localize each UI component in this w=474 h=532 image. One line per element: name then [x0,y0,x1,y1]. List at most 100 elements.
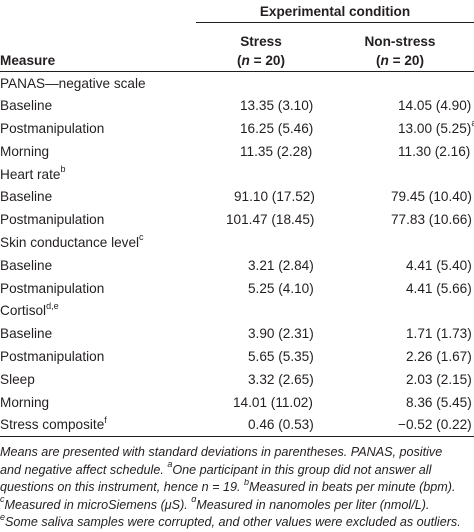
table-row: Stress compositef 0.46 (0.53) −0.52 (0.2… [0,413,474,437]
descriptive-statistics-table: Experimental condition Stress Non-stress… [0,0,474,437]
row-label: Postmanipulation [0,120,105,136]
row-label: Baseline [0,98,53,114]
row-label: Morning [0,394,50,410]
row-label-cell: Stress compositef [0,413,196,437]
table-notes: Means are presented with standard deviat… [0,444,474,532]
note-line: Means are presented with standard deviat… [0,445,443,459]
note-text: Measured in nanomoles per liter (nmol/L)… [196,497,430,512]
n-value: = 20) [388,52,424,68]
n-symbol: n [380,52,389,68]
nonstress-value: 79.45 (10.40) [391,189,472,205]
footnote-marker: b [60,164,66,175]
group-label-text: Skin conductance level [0,234,140,250]
group-row-panas: PANAS—negative scale [0,72,474,95]
row-label: Baseline [0,326,53,342]
footnote-marker: c [139,232,144,243]
nonstress-value: 1.71 (1.73) [406,326,472,342]
group-label-cortisol: Cortisold,e [0,299,196,322]
footnote-marker: c [0,496,5,505]
footnote-marker: d [191,496,197,505]
measure-column-heading: Measure [0,49,196,72]
note-line: questions on this instrument, hence n = … [0,479,474,497]
stress-value: 0.46 (0.53) [196,413,326,437]
footnote-marker: a [167,461,173,470]
row-label: Postmanipulation [0,280,105,296]
row-label: Postmanipulation [0,212,105,228]
paren-open: ( [237,52,242,68]
footnote-marker: f [104,414,107,425]
note-line: and negative affect schedule. aOne parti… [0,462,474,480]
row-label: Stress composite [0,417,105,433]
table-row: Sleep 3.32 (2.65) 2.03 (2.15) [0,368,474,391]
note-line: eSome saliva samples were corrupted, and… [0,514,474,532]
table-row: Baseline 3.21 (2.84) 4.41 (5.40) [0,254,474,277]
note-text: questions on this instrument, hence n = … [0,480,244,494]
paren-open: ( [376,52,381,68]
nonstress-column-heading: Non-stress [364,34,436,49]
group-row-skin-conductance: Skin conductance levelc [0,231,474,254]
note-text: One participant in this group did not an… [172,462,432,477]
row-label: Morning [0,143,50,159]
row-label: Baseline [0,189,53,205]
stress-value: 16.25 (5.46) [240,120,314,136]
nonstress-value-cell: 13.00 (5.25)a [326,117,474,140]
footnote-marker: d,e [46,300,59,311]
nonstress-value: 2.03 (2.15) [406,371,472,387]
table-row: Postmanipulation 101.47 (18.45) 77.83 (1… [0,208,474,231]
group-row-heart-rate: Heart rateb [0,163,474,186]
footnote-marker: e [0,514,6,522]
group-label-panas: PANAS—negative scale [0,75,146,91]
stress-value: 3.32 (2.65) [248,371,314,387]
stress-value: 3.90 (2.31) [248,326,314,342]
table-row: Baseline 13.35 (3.10) 14.05 (4.90) [0,94,474,117]
table-row: Morning 11.35 (2.28) 11.30 (2.16) [0,140,474,163]
row-label: Postmanipulation [0,348,105,364]
n-symbol: n [241,52,250,68]
nonstress-value: 13.00 (5.25) [398,120,472,136]
stress-value: 91.10 (17.52) [234,189,315,205]
table-row: Postmanipulation 16.25 (5.46) 13.00 (5.2… [0,117,474,140]
header-spacer [0,0,196,23]
footnote-marker: a [471,118,474,129]
table-row: Baseline 3.90 (2.31) 1.71 (1.73) [0,322,474,345]
results-table-container: Experimental condition Stress Non-stress… [0,0,474,437]
note-text: Measured in microSiemens (μS). [4,497,192,512]
stress-value: 13.35 (3.10) [240,98,314,114]
stress-value: 5.25 (4.10) [248,280,314,296]
note-line: cMeasured in microSiemens (μS). dMeasure… [0,497,474,515]
n-value: = 20) [249,52,285,68]
group-label-text: Cortisol [0,303,47,319]
stress-value: 3.21 (2.84) [248,257,314,273]
stress-value: 101.47 (18.45) [226,212,315,228]
group-row-cortisol: Cortisold,e [0,299,474,322]
table-body: PANAS—negative scale Baseline 13.35 (3.1… [0,72,474,437]
nonstress-value: 8.36 (5.45) [406,394,472,410]
note-text: and negative affect schedule. [0,462,168,477]
experimental-condition-heading: Experimental condition [196,0,474,23]
nonstress-value: −0.52 (0.22) [326,413,474,437]
table-row: Morning 14.01 (11.02) 8.36 (5.45) [0,391,474,414]
nonstress-value: 11.30 (2.16) [398,143,471,159]
stress-value: 11.35 (2.28) [240,143,313,159]
row-label: Sleep [0,371,35,387]
nonstress-sample-size: (n = 20) [326,49,474,72]
nonstress-value: 4.41 (5.66) [406,280,472,296]
table-header: Experimental condition Stress Non-stress… [0,0,474,72]
stress-value: 5.65 (5.35) [248,348,314,364]
table-row: Postmanipulation 5.65 (5.35) 2.26 (1.67) [0,345,474,368]
row-label: Baseline [0,257,53,273]
nonstress-value: 14.05 (4.90) [398,98,472,114]
group-label-skin-conductance: Skin conductance levelc [0,231,196,254]
table-row: Postmanipulation 5.25 (4.10) 4.41 (5.66) [0,277,474,300]
group-label-heart-rate: Heart rateb [0,163,196,186]
group-label-text: Heart rate [0,166,61,182]
note-text: Measured in beats per minute (bpm). [249,480,456,494]
stress-column-heading: Stress [240,34,282,49]
nonstress-value: 77.83 (10.66) [391,212,472,228]
note-text: Some saliva samples were corrupted, and … [5,515,461,529]
stress-value: 14.01 (11.02) [233,394,313,410]
table-row: Baseline 91.10 (17.52) 79.45 (10.40) [0,185,474,208]
stress-sample-size: (n = 20) [196,49,326,72]
footnote-marker: b [243,479,249,487]
nonstress-value: 4.41 (5.40) [406,257,472,273]
